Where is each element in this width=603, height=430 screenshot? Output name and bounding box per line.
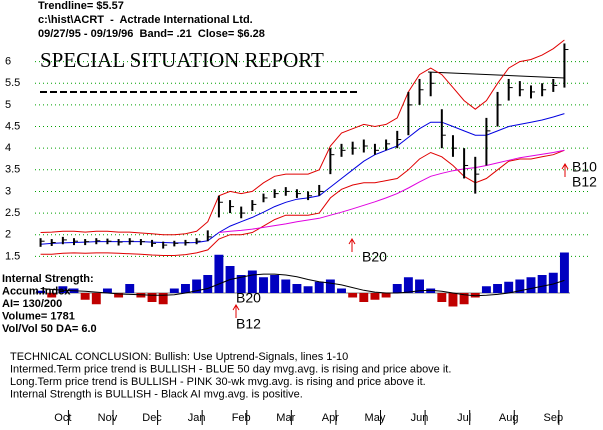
accum-bar bbox=[91, 293, 101, 305]
accum-bar bbox=[325, 279, 335, 293]
file-label: c:\hist\ACRT - Actrade International Ltd… bbox=[38, 14, 253, 26]
y-tick-label: 6 bbox=[5, 56, 11, 68]
panel-label: AI= 130/200 bbox=[2, 298, 62, 310]
y-tick-label: 3 bbox=[5, 185, 11, 197]
y-tick-label: 5 bbox=[5, 99, 11, 111]
accum-bar bbox=[504, 281, 514, 293]
y-tick-label: 5.5 bbox=[5, 77, 20, 89]
signal-arrowhead bbox=[348, 238, 356, 245]
signal-label: B20 bbox=[362, 249, 387, 265]
signal-arrowhead bbox=[561, 163, 569, 170]
panel-label: Internal Strength: bbox=[2, 273, 94, 285]
x-tick-label: Dec bbox=[142, 412, 162, 424]
x-tick-label: Aug bbox=[499, 412, 519, 424]
accum-bar bbox=[481, 286, 491, 293]
accum-bar bbox=[203, 275, 213, 293]
accum-bar bbox=[58, 286, 68, 293]
accum-bar bbox=[348, 293, 358, 298]
accum-bar bbox=[303, 286, 313, 293]
panel-label: Accum.Index bbox=[2, 285, 71, 297]
panel-label: Volume= 1781 bbox=[2, 310, 75, 322]
y-tick-label: 3.5 bbox=[5, 164, 20, 176]
dates-label: 09/27/95 - 09/19/96 Band= .21 Close= $6.… bbox=[38, 28, 265, 40]
accum-bar bbox=[493, 284, 503, 293]
accum-bar bbox=[415, 279, 424, 293]
moving-line bbox=[40, 149, 565, 256]
accum-bar bbox=[192, 279, 202, 293]
conclusion-line: Intermed.Term price trend is BULLISH - B… bbox=[10, 363, 451, 375]
accum-bar bbox=[158, 293, 168, 305]
report-title: SPECIAL SITUATION REPORT bbox=[40, 48, 324, 72]
accum-bar bbox=[292, 284, 302, 293]
accum-bar bbox=[214, 254, 224, 293]
x-tick-label: Jan bbox=[188, 412, 206, 424]
accum-bar bbox=[125, 284, 135, 293]
x-tick-label: Mar bbox=[276, 412, 295, 424]
accum-bar bbox=[381, 293, 391, 298]
y-tick-label: 4.5 bbox=[5, 120, 20, 132]
conclusion-line: Internal Strength is BULLISH - Black AI … bbox=[10, 388, 303, 400]
accum-bar bbox=[47, 293, 57, 298]
accum-bar bbox=[102, 288, 112, 293]
signal-arrowhead bbox=[232, 304, 240, 311]
x-tick-label: Jul bbox=[457, 412, 471, 424]
signal-label: B12 bbox=[236, 316, 261, 332]
accum-bar bbox=[559, 252, 569, 293]
accum-bar bbox=[169, 288, 179, 293]
x-tick-label: Nov bbox=[98, 412, 118, 424]
panel-label: Vol/Vol 50 DA= 6.0 bbox=[2, 323, 97, 335]
accum-bar bbox=[80, 293, 90, 300]
accum-bar bbox=[337, 288, 346, 293]
accum-bar bbox=[437, 293, 447, 302]
x-tick-label: May bbox=[365, 412, 386, 424]
x-tick-label: Feb bbox=[232, 412, 251, 424]
conclusion-line: Long.Term price trend is BULLISH - PINK … bbox=[10, 376, 426, 388]
accum-bar bbox=[459, 293, 469, 305]
accum-bar bbox=[448, 293, 458, 307]
moving-line bbox=[40, 113, 565, 245]
x-tick-label: Jun bbox=[411, 412, 429, 424]
signal-label: B10 bbox=[572, 159, 597, 175]
accum-bar bbox=[403, 277, 413, 293]
accum-bar bbox=[259, 277, 268, 293]
signal-label: B20 bbox=[236, 290, 261, 306]
conclusion-line: TECHNICAL CONCLUSION: Bullish: Use Uptre… bbox=[10, 351, 348, 363]
accum-bar bbox=[36, 290, 46, 293]
accum-bar bbox=[526, 277, 536, 293]
accum-bar bbox=[247, 270, 257, 293]
moving-line bbox=[40, 39, 565, 236]
y-tick-label: 4 bbox=[5, 142, 11, 154]
ai-line bbox=[40, 273, 565, 297]
accum-bar bbox=[359, 293, 369, 302]
accum-bar bbox=[147, 293, 157, 302]
y-tick-label: 1.5 bbox=[5, 250, 20, 262]
trendline-label: Trendline= $5.57 bbox=[38, 0, 124, 12]
x-tick-label: Apr bbox=[322, 412, 339, 424]
accum-bar bbox=[236, 275, 246, 293]
moving-line bbox=[218, 149, 565, 233]
accum-bar bbox=[548, 272, 558, 293]
signal-label: B12 bbox=[572, 174, 597, 190]
y-tick-label: 2 bbox=[5, 229, 11, 241]
accum-bar bbox=[270, 275, 280, 293]
accum-bar bbox=[392, 284, 402, 293]
x-tick-label: Sep bbox=[543, 412, 563, 424]
accum-bar bbox=[515, 279, 525, 293]
accum-bar bbox=[281, 279, 291, 293]
accum-bar bbox=[537, 275, 547, 293]
accum-bar bbox=[114, 293, 124, 298]
y-tick-label: 2.5 bbox=[5, 207, 20, 219]
accum-bar bbox=[314, 281, 324, 293]
accum-bar bbox=[181, 284, 190, 293]
x-tick-label: Oct bbox=[54, 412, 71, 424]
trendline bbox=[427, 71, 566, 79]
accum-bar bbox=[370, 293, 380, 300]
